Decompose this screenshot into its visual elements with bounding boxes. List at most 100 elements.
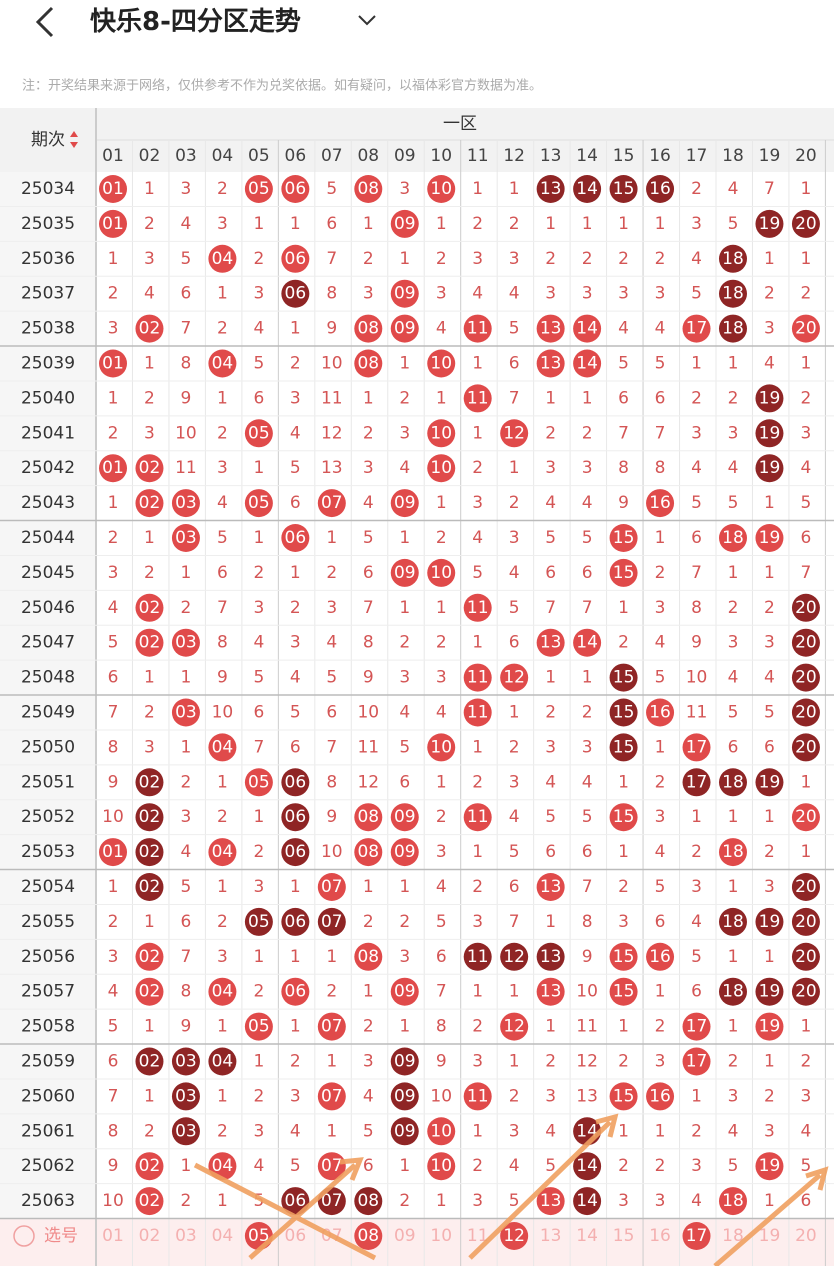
cell-value: 1 — [363, 214, 374, 234]
select-label: 选号 — [44, 1226, 78, 1246]
period: 25056 — [21, 947, 75, 967]
ball-number: 18 — [722, 249, 744, 269]
ball-number: 20 — [795, 633, 817, 653]
ball-number: 13 — [540, 179, 562, 199]
column-header: 11 — [467, 146, 489, 166]
cell-value: 5 — [655, 354, 666, 374]
column-header: 13 — [540, 146, 562, 166]
cell-value: 6 — [363, 563, 374, 583]
cell-value: 5 — [582, 528, 593, 548]
ball-number: 06 — [285, 912, 307, 932]
cell-value: 5 — [181, 249, 192, 269]
ball — [609, 698, 638, 727]
ball-number: 09 — [394, 807, 416, 827]
cell-value: 6 — [326, 703, 337, 723]
cell-value: 8 — [181, 982, 192, 1002]
cell-value: 3 — [144, 249, 155, 269]
ball-number: 20 — [795, 668, 817, 688]
ball — [682, 768, 711, 797]
ball-number: 01 — [102, 842, 124, 862]
ball-number: 20 — [795, 214, 817, 234]
column-header: 06 — [285, 146, 307, 166]
cell-value: 2 — [472, 877, 483, 897]
ball-number: 02 — [139, 842, 161, 862]
sort-up[interactable] — [70, 131, 78, 137]
ball-number: 06 — [285, 1191, 307, 1211]
ball — [135, 873, 164, 901]
ball — [317, 1152, 346, 1181]
ball — [135, 314, 164, 343]
cell-value: 2 — [253, 563, 264, 583]
ball-number: 11 — [467, 947, 489, 967]
ball-number: 10 — [430, 563, 452, 583]
ball — [500, 663, 529, 692]
ball — [791, 314, 820, 343]
cell-value: 6 — [545, 563, 556, 583]
cell-value: 2 — [144, 388, 155, 408]
period: 25063 — [21, 1191, 75, 1211]
period: 25055 — [21, 912, 75, 932]
sort-down[interactable] — [70, 142, 78, 148]
period: 25046 — [21, 598, 75, 618]
cell-value: 9 — [181, 1017, 192, 1037]
cell-value: 5 — [326, 179, 337, 199]
cell-value: 4 — [801, 458, 812, 478]
ball-number: 07 — [321, 493, 343, 513]
cell-value: 2 — [436, 249, 447, 269]
ball-number: 13 — [540, 1191, 562, 1211]
ball — [682, 733, 711, 762]
page-title[interactable]: 快乐8-四分区走势 — [90, 7, 301, 37]
ball-number: 02 — [139, 947, 161, 967]
ball-number: 06 — [285, 982, 307, 1002]
cell-value: 2 — [363, 249, 374, 269]
ball-number: 10 — [430, 423, 452, 443]
back-button[interactable] — [35, 6, 54, 38]
cell-value: 4 — [144, 284, 155, 304]
cell-value: 1 — [363, 877, 374, 897]
cell-value: 5 — [290, 1156, 301, 1176]
ball — [791, 209, 820, 238]
cell-value: 2 — [618, 633, 629, 653]
ball — [791, 873, 820, 901]
ball — [791, 628, 820, 657]
period: 25044 — [21, 528, 75, 548]
cell-value: 4 — [108, 982, 119, 1002]
cell-value: 5 — [691, 284, 702, 304]
ball — [390, 803, 419, 832]
ball — [354, 942, 383, 971]
cell-value: 4 — [290, 1121, 301, 1141]
cell-value: 1 — [728, 877, 739, 897]
ball — [573, 1187, 602, 1216]
cell-value: 6 — [290, 493, 301, 513]
ball — [135, 803, 164, 832]
cell-value: 7 — [181, 319, 192, 339]
cell-value: 1 — [436, 772, 447, 792]
cell-value: 7 — [582, 877, 593, 897]
ball — [208, 244, 237, 273]
period-header[interactable]: 期次 — [31, 130, 65, 150]
ball — [390, 558, 419, 587]
cell-value: 1 — [326, 947, 337, 967]
cell-value: 2 — [472, 1017, 483, 1037]
ball — [755, 419, 784, 448]
ball — [791, 663, 820, 692]
ball-number: 08 — [357, 807, 379, 827]
cell-value: 2 — [363, 423, 374, 443]
dropdown-icon[interactable] — [358, 15, 376, 26]
cell-value: 1 — [108, 877, 119, 897]
cell-value: 2 — [144, 703, 155, 723]
ball-number: 13 — [540, 877, 562, 897]
cell-value: 6 — [618, 388, 629, 408]
ball — [609, 803, 638, 832]
cell-value: 2 — [253, 982, 264, 1002]
cell-value: 4 — [618, 319, 629, 339]
cell-value: 1 — [764, 1052, 775, 1072]
ball — [135, 454, 164, 483]
ball-number: 15 — [613, 1086, 635, 1106]
ball — [317, 873, 346, 901]
cell-value: 7 — [181, 947, 192, 967]
cell-value: 8 — [326, 284, 337, 304]
ball-number: 10 — [430, 179, 452, 199]
table-body: 01 02 03 04 05 06 07 08 09 10 11 12 13 14 15 16 17 18 19 20… — [0, 108, 834, 1270]
cell-value: 6 — [801, 528, 812, 548]
